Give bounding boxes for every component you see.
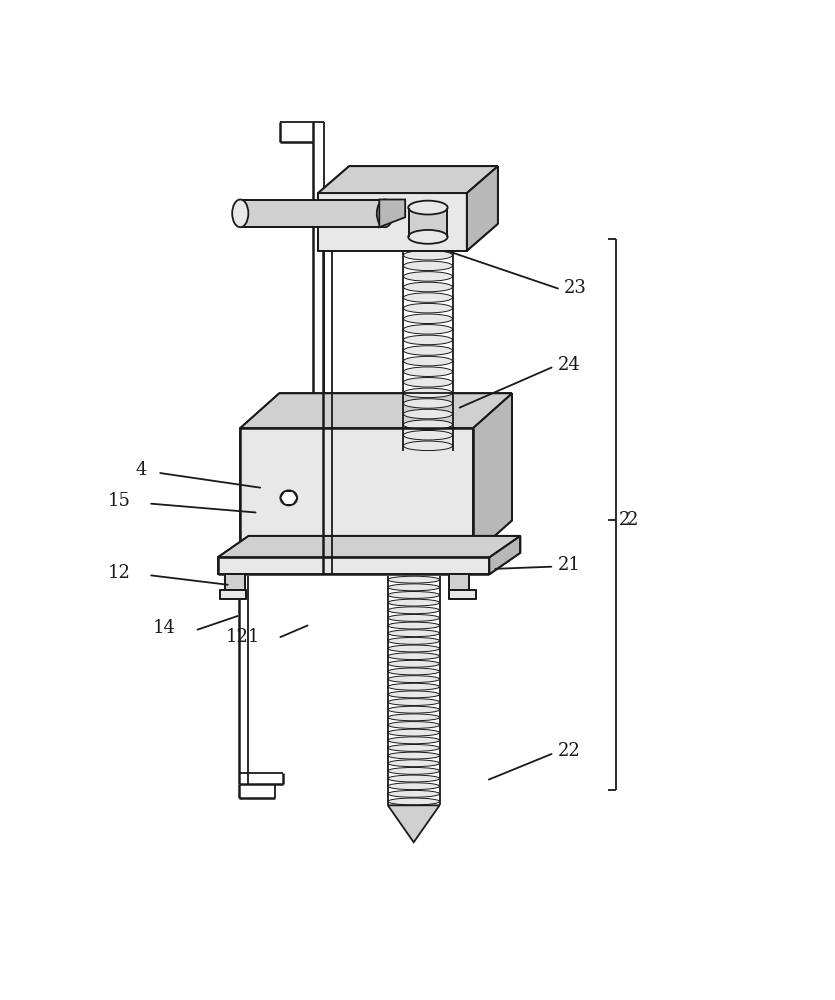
Ellipse shape xyxy=(387,767,439,774)
Text: 24: 24 xyxy=(558,356,580,374)
Ellipse shape xyxy=(232,200,248,227)
Ellipse shape xyxy=(387,660,439,667)
Ellipse shape xyxy=(403,430,453,440)
Ellipse shape xyxy=(281,490,297,505)
Polygon shape xyxy=(225,574,245,597)
Ellipse shape xyxy=(387,798,439,805)
Ellipse shape xyxy=(387,783,439,790)
Polygon shape xyxy=(318,193,467,251)
Ellipse shape xyxy=(408,201,448,215)
Ellipse shape xyxy=(387,614,439,621)
Text: 22: 22 xyxy=(558,742,580,760)
Ellipse shape xyxy=(403,388,453,398)
Ellipse shape xyxy=(387,752,439,759)
Ellipse shape xyxy=(403,240,453,249)
Ellipse shape xyxy=(403,346,453,355)
Ellipse shape xyxy=(387,576,439,583)
Ellipse shape xyxy=(403,367,453,376)
Ellipse shape xyxy=(387,706,439,713)
Text: 4: 4 xyxy=(135,461,146,479)
Ellipse shape xyxy=(387,760,439,767)
Ellipse shape xyxy=(387,790,439,797)
Ellipse shape xyxy=(387,607,439,614)
Ellipse shape xyxy=(387,691,439,698)
Text: 23: 23 xyxy=(564,279,587,297)
Ellipse shape xyxy=(403,399,453,408)
Ellipse shape xyxy=(387,775,439,782)
Ellipse shape xyxy=(403,303,453,313)
Ellipse shape xyxy=(387,599,439,606)
Ellipse shape xyxy=(387,683,439,690)
Ellipse shape xyxy=(387,699,439,705)
Ellipse shape xyxy=(403,314,453,324)
Ellipse shape xyxy=(403,441,453,451)
Polygon shape xyxy=(240,200,385,227)
Ellipse shape xyxy=(403,325,453,334)
Ellipse shape xyxy=(387,622,439,629)
Ellipse shape xyxy=(403,261,453,271)
Polygon shape xyxy=(218,557,489,574)
Ellipse shape xyxy=(387,584,439,591)
Ellipse shape xyxy=(403,282,453,292)
Ellipse shape xyxy=(387,668,439,675)
Ellipse shape xyxy=(403,356,453,366)
Ellipse shape xyxy=(408,230,448,244)
Ellipse shape xyxy=(387,737,439,744)
Ellipse shape xyxy=(387,744,439,751)
Ellipse shape xyxy=(387,592,439,598)
Polygon shape xyxy=(220,590,246,599)
Ellipse shape xyxy=(387,630,439,637)
Polygon shape xyxy=(467,166,498,251)
Ellipse shape xyxy=(403,378,453,387)
Text: 2: 2 xyxy=(619,511,630,529)
Ellipse shape xyxy=(387,722,439,728)
Ellipse shape xyxy=(387,714,439,721)
Text: 121: 121 xyxy=(225,628,260,646)
Ellipse shape xyxy=(387,729,439,736)
Ellipse shape xyxy=(387,676,439,683)
Ellipse shape xyxy=(387,637,439,644)
Text: 12: 12 xyxy=(108,564,130,582)
Text: 15: 15 xyxy=(108,492,130,510)
Ellipse shape xyxy=(403,409,453,419)
Ellipse shape xyxy=(403,335,453,345)
Polygon shape xyxy=(473,393,512,555)
Ellipse shape xyxy=(377,200,393,227)
Polygon shape xyxy=(218,536,520,557)
Ellipse shape xyxy=(403,293,453,302)
Polygon shape xyxy=(449,574,468,597)
Polygon shape xyxy=(409,208,447,237)
Ellipse shape xyxy=(387,645,439,652)
Ellipse shape xyxy=(387,653,439,660)
Ellipse shape xyxy=(403,420,453,429)
Polygon shape xyxy=(240,428,473,555)
Text: 2: 2 xyxy=(627,511,639,529)
Text: 14: 14 xyxy=(153,619,175,637)
Polygon shape xyxy=(449,590,477,599)
Ellipse shape xyxy=(403,250,453,260)
Polygon shape xyxy=(240,393,512,428)
Polygon shape xyxy=(318,166,498,193)
Polygon shape xyxy=(387,805,439,842)
Text: 21: 21 xyxy=(558,556,580,574)
Polygon shape xyxy=(489,536,520,574)
Ellipse shape xyxy=(403,272,453,281)
Polygon shape xyxy=(379,200,405,227)
